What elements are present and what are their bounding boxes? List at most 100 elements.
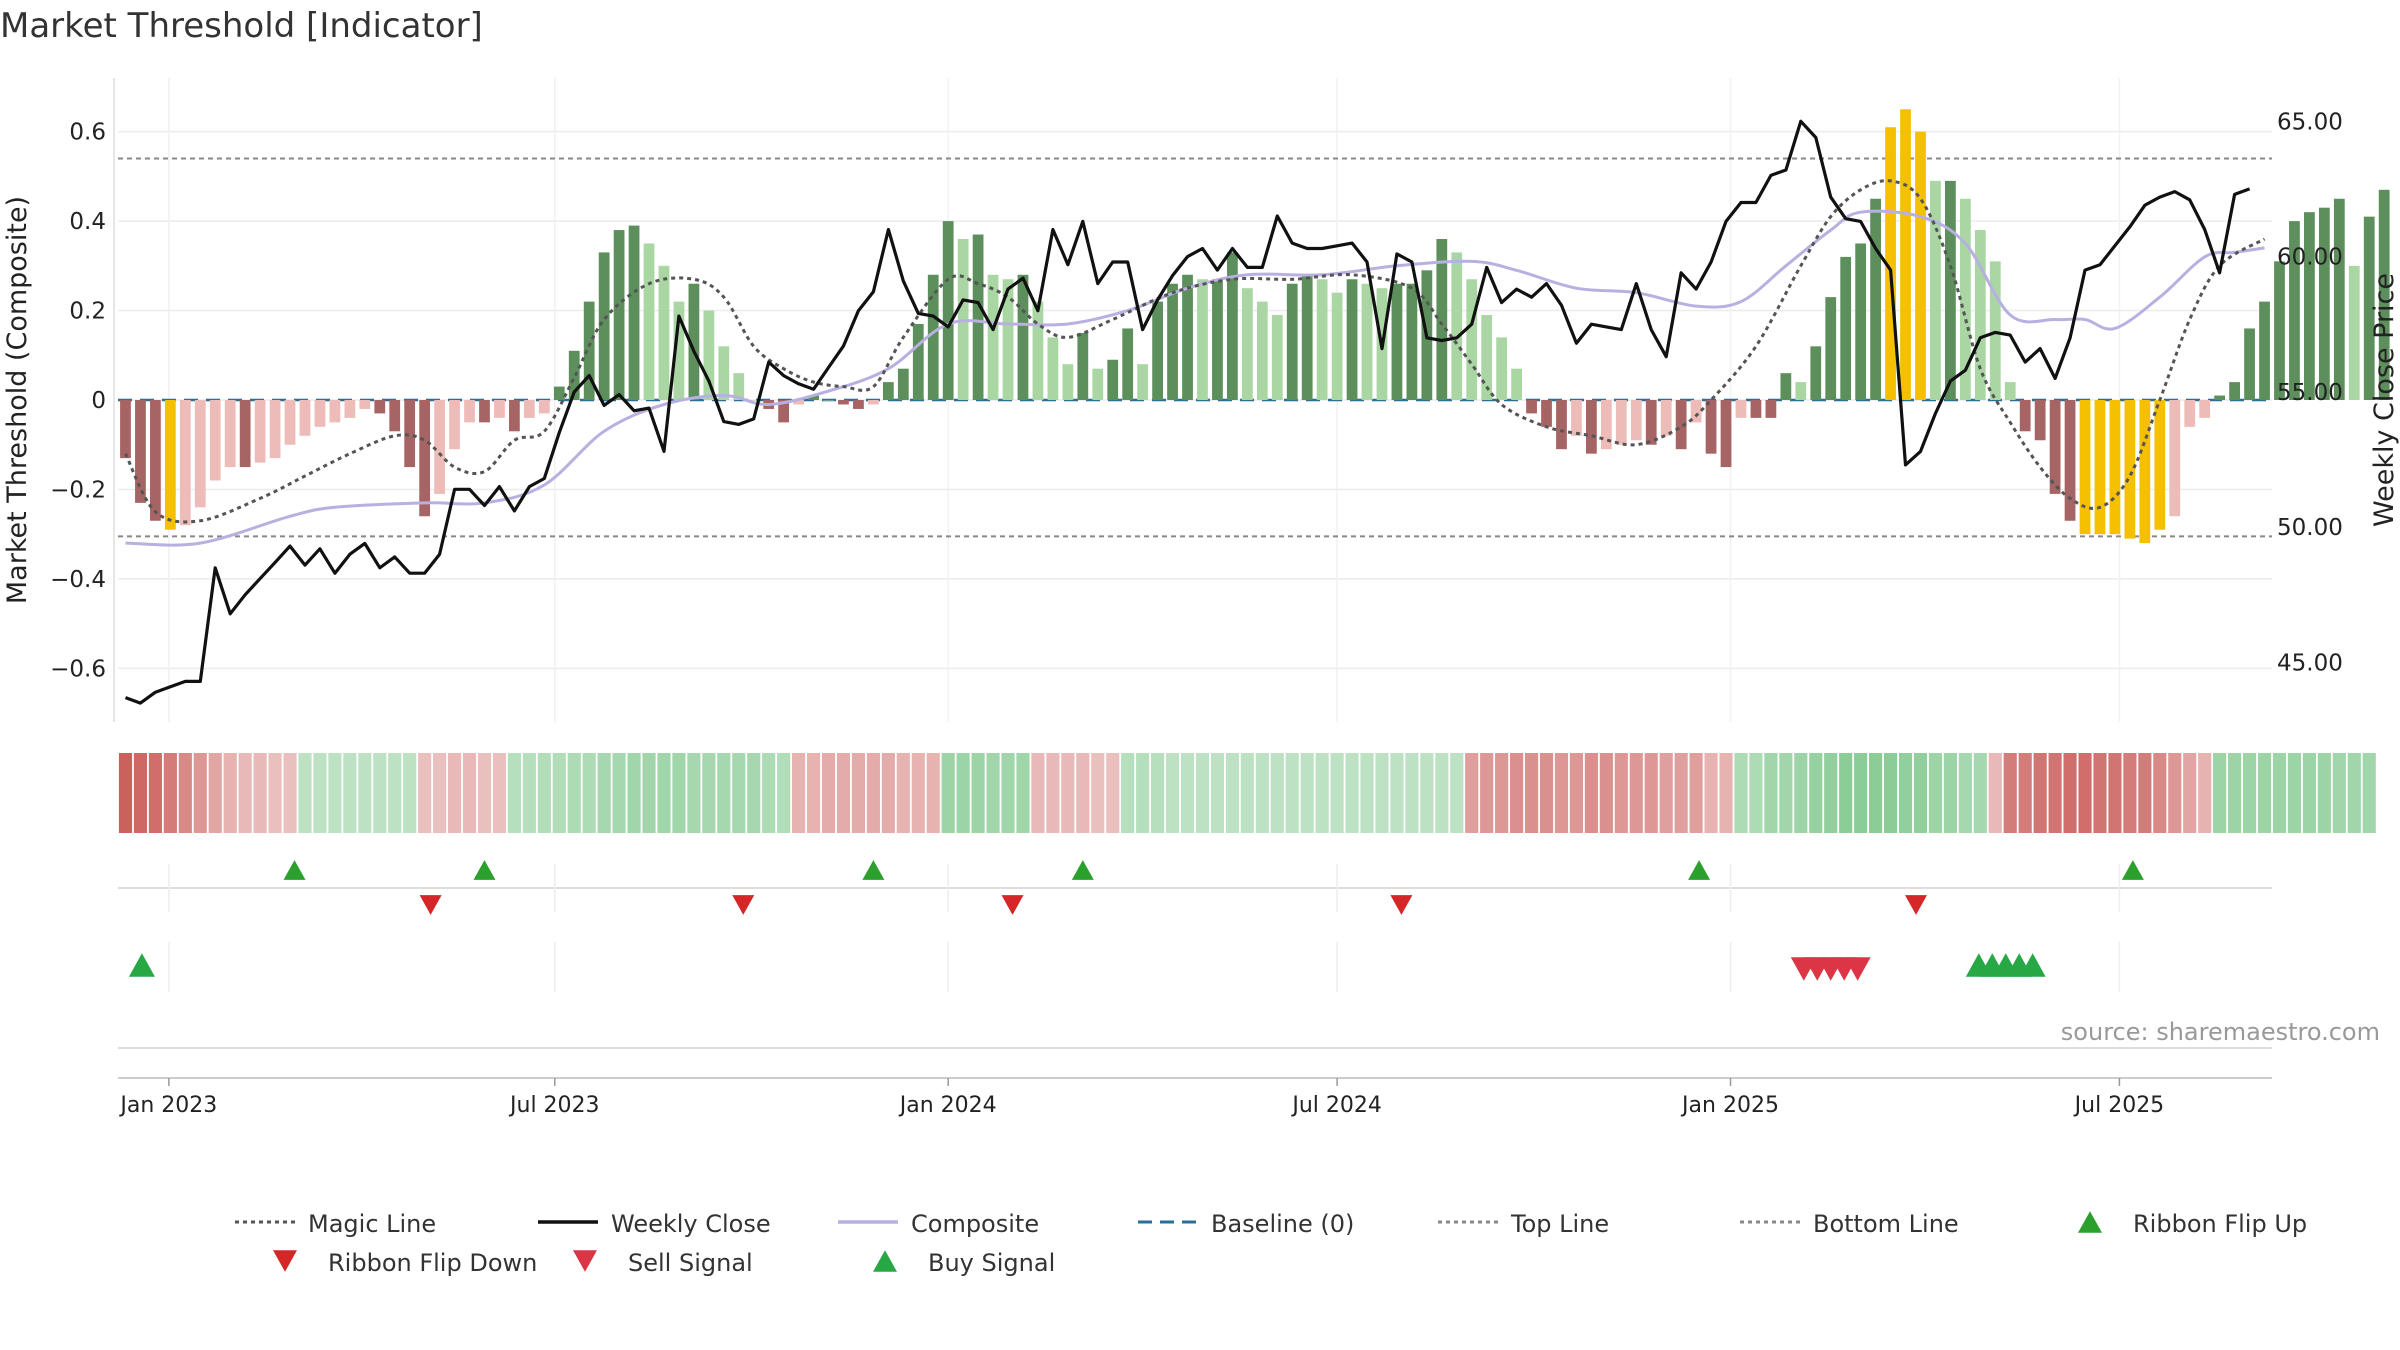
composite-bar bbox=[628, 225, 640, 400]
ribbon-cell bbox=[118, 753, 133, 833]
composite-bar bbox=[1870, 198, 1881, 400]
composite-bar bbox=[1900, 109, 1911, 401]
ribbon-cell bbox=[2228, 753, 2242, 833]
ribbon-cell bbox=[597, 753, 611, 833]
left-tick-label: 0.6 bbox=[69, 120, 106, 146]
ribbon-cell bbox=[298, 753, 312, 833]
ribbon-cell bbox=[358, 753, 372, 833]
composite-bar bbox=[613, 230, 625, 400]
composite-bar bbox=[1092, 368, 1104, 400]
ribbon-cell bbox=[1165, 753, 1180, 833]
composite-bar bbox=[2079, 400, 2091, 535]
composite-bar bbox=[1331, 292, 1343, 400]
ribbon-cell bbox=[1240, 753, 1254, 833]
left-tick-label: 0 bbox=[91, 388, 106, 414]
ribbon-flip-down-marker bbox=[419, 895, 442, 915]
composite-bar bbox=[1735, 400, 1747, 418]
ribbon-cell bbox=[313, 753, 327, 833]
composite-bar bbox=[2214, 395, 2226, 400]
ribbon-cell bbox=[1734, 753, 1748, 833]
composite-bars bbox=[120, 109, 2390, 544]
ribbon-cell bbox=[1749, 753, 1763, 833]
ribbon-cell bbox=[1824, 753, 1838, 833]
ribbon-cell bbox=[2213, 753, 2227, 833]
ribbon-cell bbox=[2347, 753, 2361, 833]
ribbon-cell bbox=[732, 753, 746, 833]
ribbon-cell bbox=[1076, 753, 1090, 833]
ribbon-cell bbox=[1480, 753, 1494, 833]
ribbon-cell bbox=[1614, 753, 1628, 833]
ribbon-cell bbox=[2138, 753, 2152, 833]
ribbon-cell bbox=[537, 753, 551, 833]
ribbon-cell bbox=[2332, 753, 2346, 833]
legend-label: Ribbon Flip Up bbox=[2133, 1210, 2307, 1238]
ribbon-cell bbox=[702, 753, 716, 833]
x-tick-label: Jan 2025 bbox=[1680, 1093, 1779, 1118]
composite-bar bbox=[897, 368, 909, 400]
ribbon-cell bbox=[1539, 753, 1554, 833]
composite-bar bbox=[1974, 230, 1986, 400]
ribbon-cell bbox=[1136, 753, 1150, 833]
ribbon-cell bbox=[717, 753, 731, 833]
composite-bar bbox=[1630, 400, 1642, 441]
composite-bar bbox=[1780, 373, 1792, 400]
ribbon-cell bbox=[851, 753, 866, 833]
x-axis-ticks: Jan 2023 Jul 2023 Jan 2024 Jul 2024 Jan 2025… bbox=[118, 1077, 2272, 1118]
ribbon-cell bbox=[1046, 753, 1060, 833]
ribbon-cell bbox=[492, 753, 507, 833]
composite-bar bbox=[808, 395, 819, 400]
ribbon-cell bbox=[777, 753, 791, 833]
ribbon-flip-down-marker bbox=[1904, 895, 1927, 915]
ribbon-cell bbox=[986, 753, 1000, 833]
buy-signal-marker bbox=[128, 953, 155, 977]
left-tick-label: 0.2 bbox=[69, 299, 106, 325]
composite-bar bbox=[150, 400, 161, 521]
ribbon-cell bbox=[1031, 753, 1045, 833]
composite-bar bbox=[1451, 252, 1463, 400]
composite-bar bbox=[2049, 400, 2061, 494]
legend: Magic Line Weekly Close Composite Baseline … bbox=[235, 1210, 2307, 1277]
ribbon-cell bbox=[2257, 753, 2272, 833]
composite-bar bbox=[1825, 297, 1837, 400]
ribbon-cell bbox=[1061, 753, 1075, 833]
ribbon-cell bbox=[956, 753, 970, 833]
ribbon-cell bbox=[627, 753, 641, 833]
composite-bar bbox=[374, 400, 386, 414]
ribbon-cell bbox=[2018, 753, 2032, 833]
composite-bar bbox=[882, 382, 894, 400]
ribbon-cell bbox=[462, 753, 477, 833]
ribbon-cell bbox=[2317, 753, 2331, 833]
ribbon-cell bbox=[1106, 753, 1120, 833]
composite-bar bbox=[209, 400, 221, 481]
composite-bar bbox=[823, 400, 834, 401]
composite-bar bbox=[404, 400, 416, 468]
composite-bar bbox=[194, 400, 206, 508]
composite-bar bbox=[2109, 400, 2121, 535]
composite-bar bbox=[2064, 400, 2076, 521]
composite-bar bbox=[1945, 180, 1956, 400]
composite-bar bbox=[2169, 400, 2181, 517]
ribbon-flip-up-marker bbox=[1688, 860, 1711, 880]
composite-bar bbox=[344, 400, 356, 418]
composite-bar bbox=[509, 400, 520, 432]
composite-bar bbox=[1122, 328, 1134, 400]
composite-bar bbox=[419, 400, 431, 517]
composite-bar bbox=[1526, 400, 1537, 414]
composite-bar bbox=[1765, 400, 1777, 418]
composite-bar bbox=[1047, 337, 1059, 400]
legend-marker bbox=[573, 1250, 597, 1272]
ribbon-cell bbox=[133, 753, 148, 833]
composite-bar bbox=[254, 400, 266, 463]
ribbon-cell bbox=[2168, 753, 2182, 833]
composite-bar bbox=[1541, 400, 1552, 427]
composite-bar bbox=[1586, 400, 1597, 454]
composite-bar bbox=[853, 400, 864, 409]
legend-marker bbox=[2078, 1211, 2102, 1233]
composite-bar bbox=[748, 400, 760, 401]
ribbon-cell bbox=[1794, 753, 1808, 833]
ribbon-flip-panel bbox=[118, 860, 2272, 915]
composite-bar bbox=[1436, 239, 1448, 400]
ribbon-cell bbox=[1345, 753, 1359, 833]
composite-bar bbox=[972, 234, 984, 400]
ribbon-cell bbox=[2033, 753, 2047, 833]
